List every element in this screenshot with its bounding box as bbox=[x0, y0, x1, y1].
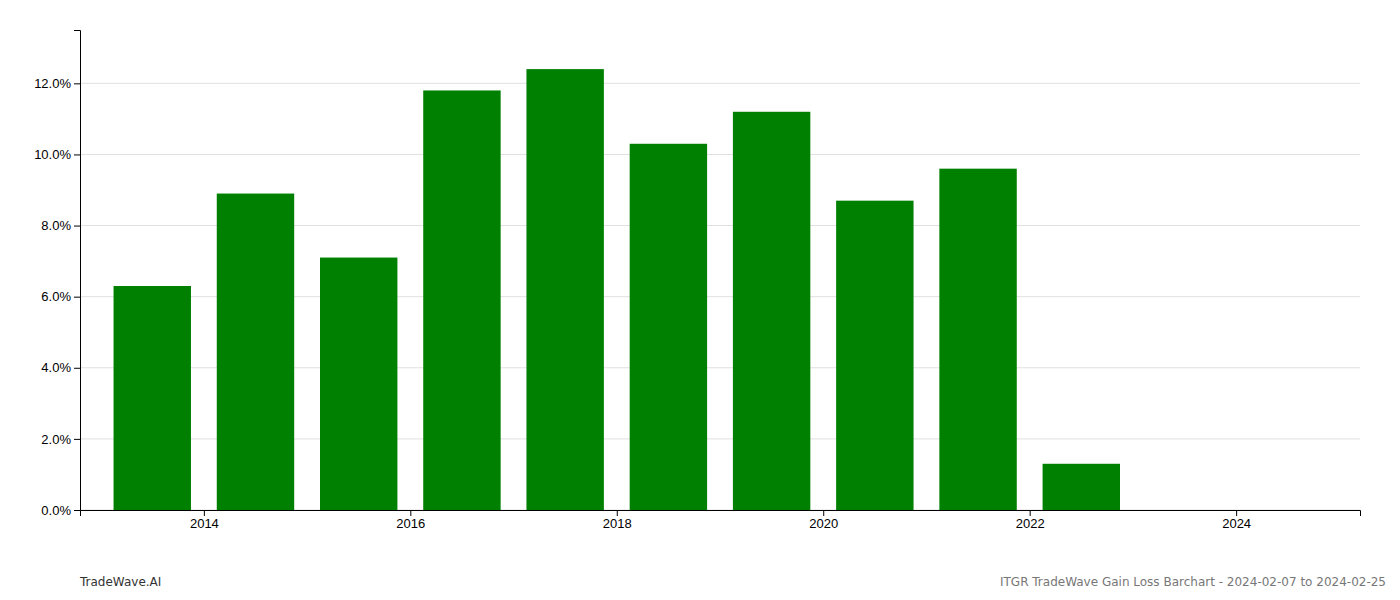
y-tick: 10.0% bbox=[34, 147, 80, 162]
y-tick: 12.0% bbox=[34, 76, 80, 91]
grid-line bbox=[80, 83, 1360, 84]
y-tick-label: 12.0% bbox=[34, 76, 71, 91]
x-tick-label: 2016 bbox=[396, 516, 425, 531]
y-axis: 0.0% 2.0% 4.0% 6.0% 8.0% 10.0% 12.0% bbox=[34, 31, 80, 518]
y-tick-label: 8.0% bbox=[41, 218, 71, 233]
x-tick-label: 2022 bbox=[1016, 516, 1045, 531]
y-tick: 6.0% bbox=[41, 289, 80, 304]
chart: 2014 2016 2018 2020 2022 2024 0.0% 2.0% 4.0% 6.0%… bbox=[0, 0, 1400, 600]
x-tick: 2020 bbox=[809, 510, 838, 531]
x-tick-mark bbox=[617, 510, 618, 516]
x-tick-label: 2014 bbox=[190, 516, 219, 531]
x-tick-label: 2020 bbox=[809, 516, 838, 531]
bar bbox=[217, 194, 294, 510]
bar bbox=[630, 144, 707, 510]
bar bbox=[320, 258, 397, 510]
x-tick-mark bbox=[1030, 510, 1031, 516]
y-tick: 8.0% bbox=[41, 218, 80, 233]
x-tick: 2022 bbox=[1016, 510, 1045, 531]
y-tick-label: 2.0% bbox=[41, 432, 71, 447]
footer-text: TradeWave.AI bbox=[79, 575, 161, 589]
bar bbox=[836, 201, 913, 510]
x-tick: 2024 bbox=[1222, 510, 1251, 531]
x-axis: 2014 2016 2018 2020 2022 2024 bbox=[81, 510, 1361, 531]
bar bbox=[114, 286, 191, 510]
x-tick-mark bbox=[410, 510, 411, 516]
x-tick: 2018 bbox=[603, 510, 632, 531]
y-tick-label: 4.0% bbox=[41, 360, 71, 375]
y-tick-label: 6.0% bbox=[41, 289, 71, 304]
bar bbox=[1146, 510, 1223, 511]
x-tick: 2016 bbox=[396, 510, 425, 531]
y-tick-mark bbox=[74, 510, 80, 511]
x-tick: 2014 bbox=[190, 510, 219, 531]
grid-line bbox=[80, 154, 1360, 155]
y-tick-mark bbox=[74, 83, 80, 84]
bar bbox=[526, 69, 603, 510]
x-tick-mark bbox=[1236, 510, 1237, 516]
y-tick-mark bbox=[74, 297, 80, 298]
x-tick-mark bbox=[204, 510, 205, 516]
y-axis-line bbox=[74, 31, 81, 511]
y-tick-mark bbox=[74, 154, 80, 155]
y-tick-mark bbox=[74, 439, 80, 440]
bars bbox=[114, 69, 1120, 510]
bar bbox=[939, 169, 1016, 510]
footer-text: ITGR TradeWave Gain Loss Barchart - 2024… bbox=[1000, 575, 1386, 589]
x-tick-label: 2018 bbox=[603, 516, 632, 531]
y-tick: 2.0% bbox=[41, 432, 80, 447]
y-tick-label: 10.0% bbox=[34, 147, 71, 162]
y-tick-label: 0.0% bbox=[41, 503, 71, 518]
x-axis-line bbox=[81, 511, 1361, 517]
x-tick-label: 2024 bbox=[1222, 516, 1251, 531]
y-tick: 4.0% bbox=[41, 360, 80, 375]
y-tick-mark bbox=[74, 368, 80, 369]
x-tick-mark bbox=[823, 510, 824, 516]
bar bbox=[423, 90, 500, 510]
y-tick: 0.0% bbox=[41, 503, 80, 518]
bar bbox=[1043, 464, 1120, 510]
bar bbox=[733, 112, 810, 510]
y-tick-mark bbox=[74, 226, 80, 227]
grid bbox=[80, 83, 1360, 510]
